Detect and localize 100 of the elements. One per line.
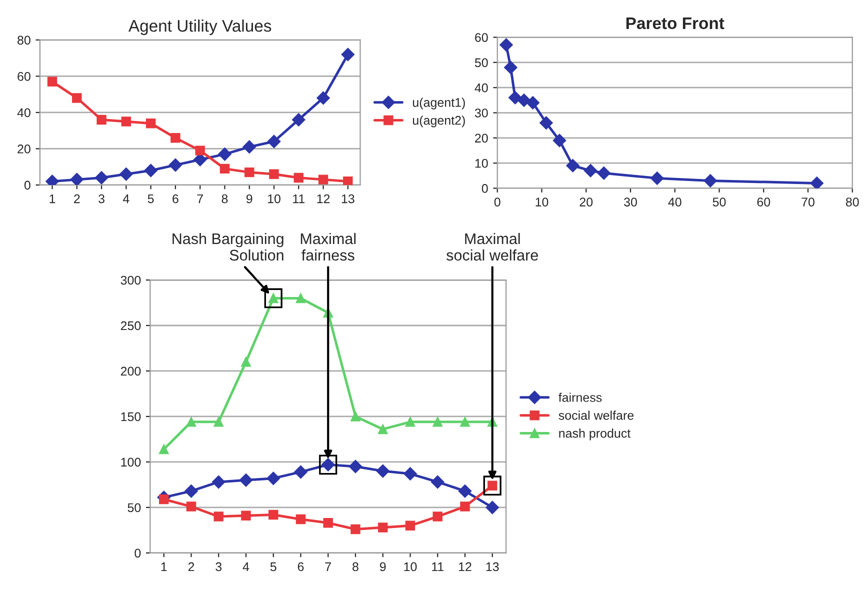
x-tick-label: 0 — [494, 198, 500, 206]
x-tick-label: 50 — [712, 198, 726, 206]
x-tick-label: 12 — [317, 194, 330, 204]
point — [517, 94, 531, 107]
point — [348, 460, 362, 474]
point — [47, 76, 58, 87]
y-tick-label: 50 — [128, 503, 141, 512]
y-tick-label: 200 — [120, 366, 141, 376]
point — [186, 417, 196, 427]
y-tick-label: 150 — [121, 412, 141, 422]
y-tick-label: 50 — [474, 58, 488, 68]
point — [292, 113, 306, 126]
x-tick-label: 4 — [242, 562, 250, 572]
point — [526, 96, 540, 110]
x-tick-label: 7 — [197, 194, 203, 204]
x-tick-label: 4 — [122, 194, 130, 204]
x-tick-label: 10 — [268, 194, 280, 204]
point — [241, 357, 251, 367]
point — [405, 417, 416, 427]
y-tick-label: 20 — [18, 144, 30, 154]
point — [378, 424, 388, 434]
y-tick-label: 60 — [18, 72, 30, 81]
legend-label: u(agent1) — [412, 98, 465, 110]
point — [269, 169, 279, 179]
point — [508, 91, 522, 104]
chart-title: Agent Utility Values — [128, 20, 272, 36]
point — [94, 171, 108, 184]
point — [566, 159, 580, 172]
point — [241, 510, 251, 520]
legend-label: fairness — [558, 392, 602, 402]
x-tick-label: 9 — [246, 194, 252, 204]
point — [316, 91, 330, 105]
x-tick-label: 8 — [222, 194, 228, 204]
point — [212, 475, 226, 489]
y-tick-label: 0 — [24, 180, 30, 190]
y-tick-label: 10 — [475, 158, 488, 168]
point — [540, 116, 553, 130]
annotation: Maximal social welfare — [446, 232, 538, 261]
point — [244, 167, 254, 178]
point — [195, 146, 205, 156]
point — [404, 467, 417, 480]
x-tick-label: 11 — [293, 194, 305, 204]
x-tick-label: 5 — [148, 194, 154, 204]
point — [146, 118, 156, 128]
x-tick-label: 6 — [172, 194, 178, 204]
x-tick-label: 9 — [380, 562, 386, 572]
x-tick-label: 60 — [757, 198, 770, 206]
point — [584, 164, 598, 178]
point — [432, 512, 442, 522]
x-tick-label: 13 — [342, 194, 354, 204]
x-tick-label: 10 — [536, 198, 548, 206]
x-tick-label: 5 — [270, 562, 276, 572]
point — [597, 166, 610, 180]
point — [504, 60, 518, 74]
point — [458, 484, 472, 498]
x-tick-label: 10 — [404, 562, 417, 572]
point — [214, 417, 224, 427]
y-tick-label: 40 — [474, 83, 488, 92]
x-tick-label: 3 — [216, 562, 222, 572]
point — [432, 417, 442, 427]
x-tick-label: 13 — [486, 562, 499, 572]
y-tick-label: 100 — [121, 458, 141, 467]
y-tick-label: 300 — [120, 276, 141, 285]
point — [376, 464, 390, 478]
x-tick-label: 7 — [325, 562, 331, 572]
point — [184, 484, 198, 498]
y-tick-label: 30 — [474, 108, 488, 118]
x-tick-label: 1 — [50, 194, 56, 204]
y-tick-label: 20 — [475, 134, 488, 143]
point — [704, 174, 717, 188]
point — [378, 522, 388, 532]
point — [268, 510, 278, 520]
y-tick-label: 0 — [134, 548, 141, 558]
point — [239, 474, 253, 487]
annotation: Nash Bargaining Solution — [172, 232, 284, 261]
x-tick-label: 6 — [298, 562, 304, 572]
point — [158, 444, 169, 454]
legend-label: u(agent2) — [412, 116, 465, 128]
point — [70, 172, 84, 185]
x-tick-label: 40 — [668, 198, 682, 206]
y-tick-label: 40 — [17, 108, 30, 118]
point — [296, 293, 306, 304]
point — [460, 502, 470, 512]
point — [170, 133, 180, 143]
x-tick-label: 2 — [188, 562, 194, 572]
point — [96, 114, 106, 125]
point — [242, 140, 256, 154]
x-tick-label: 30 — [624, 198, 637, 206]
point — [186, 502, 196, 512]
point — [72, 93, 82, 103]
y-tick-label: 80 — [18, 36, 30, 45]
point — [341, 48, 354, 62]
point — [552, 134, 566, 148]
point — [144, 164, 158, 178]
x-tick-label: 11 — [432, 562, 444, 572]
point — [294, 172, 304, 183]
x-tick-label: 2 — [74, 194, 80, 204]
point — [266, 472, 280, 485]
x-tick-label: 80 — [846, 198, 859, 206]
point — [650, 172, 664, 185]
